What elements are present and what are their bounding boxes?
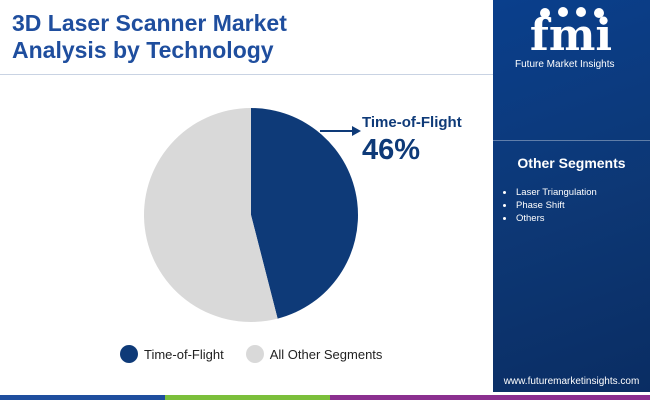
logo-letters: fmi [530,10,612,60]
bullet-icon [503,204,506,207]
title-divider [0,74,493,75]
legend-swatch-all-other-segments [245,345,264,363]
list-item-label: Laser Triangulation [516,187,597,198]
legend-swatch-time-of-flight [120,345,138,363]
title-line-1: 3D Laser Scanner Market [12,10,287,36]
pie-slice-all-other-segments [143,108,278,322]
bottom-color-bar [0,395,650,400]
list-item-label: Phase Shift [516,200,565,211]
title-line-2: Analysis by Technology [12,37,274,63]
bullet-icon [503,217,506,220]
callout-value: 46% [362,134,421,166]
sidebar-panel: fmi Future Market Insights Other Segment… [493,0,650,392]
legend-label-all-other-segments: All Other Segments [269,346,383,362]
pie-slice-time-of-flight [251,108,358,319]
sidebar-segment-list: Laser Triangulation Phase Shift Others [503,186,597,225]
chart-legend: Time-of-Flight All Other Segments [120,345,404,363]
legend-item-time-of-flight: Time-of-Flight [120,345,224,363]
fmi-logo: fmi Future Market Insights [493,0,650,78]
logo-text: Future Market Insights [515,59,615,70]
page-title: 3D Laser Scanner Market Analysis by Tech… [12,10,482,64]
list-item-label: Others [516,213,545,224]
website-link[interactable]: www.futuremarketinsights.com [503,376,640,387]
pie-chart [143,108,361,322]
callout-arrowhead [352,126,361,136]
legend-item-all-other-segments: All Other Segments [245,345,383,363]
list-item: Others [503,212,597,225]
list-item: Phase Shift [503,199,597,212]
list-item: Laser Triangulation [503,186,597,199]
sidebar-heading: Other Segments [517,155,626,171]
bullet-icon [503,191,506,194]
legend-label-time-of-flight: Time-of-Flight [144,346,224,362]
bottom-bar-segment-purple [330,395,650,400]
bottom-bar-segment-green [165,395,330,400]
fmi-logo-mark: fmi [530,7,612,61]
callout-label: Time-of-Flight [362,114,462,131]
bottom-bar-segment-blue [0,395,165,400]
sidebar-separator [493,140,650,141]
